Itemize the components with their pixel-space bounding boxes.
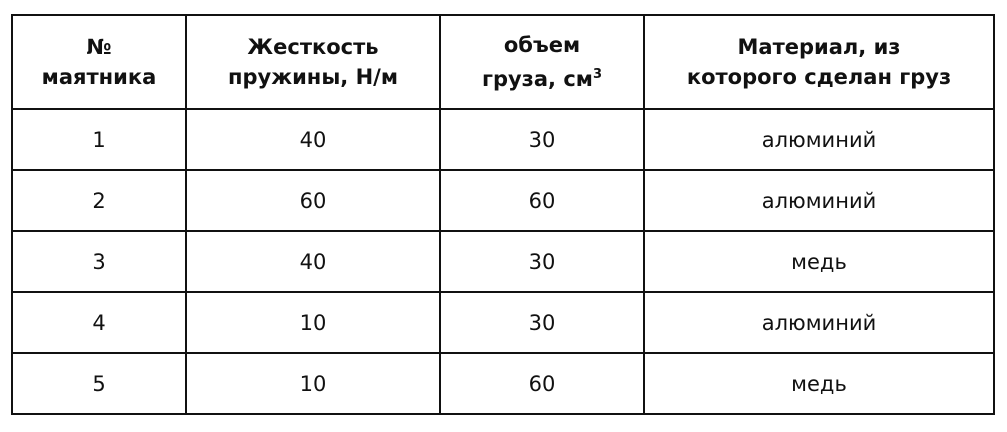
header-material: Материал, из которого сделан груз bbox=[643, 14, 995, 110]
header-text: маятника bbox=[41, 65, 157, 89]
table-cell: 60 bbox=[439, 169, 645, 232]
header-text: груза, см bbox=[481, 67, 593, 91]
header-text: которого сделан груз bbox=[686, 65, 952, 89]
table-cell: 60 bbox=[439, 352, 645, 415]
table-cell: 10 bbox=[185, 291, 441, 354]
table-cell: 1 bbox=[11, 108, 187, 171]
table-cell: алюминий bbox=[643, 169, 995, 232]
table-row: 1 40 30 алюминий bbox=[11, 108, 995, 171]
header-text: объем bbox=[503, 33, 581, 57]
table-cell: медь bbox=[643, 352, 995, 415]
table-row: 5 10 60 медь bbox=[11, 352, 995, 415]
header-text: Жесткость bbox=[247, 35, 379, 59]
table-cell: 40 bbox=[185, 108, 441, 171]
table-cell: 30 bbox=[439, 291, 645, 354]
table-cell: 5 bbox=[11, 352, 187, 415]
superscript: 3 bbox=[592, 67, 602, 82]
table-cell: 2 bbox=[11, 169, 187, 232]
header-spring-stiffness: Жесткость пружины, Н/м bbox=[185, 14, 441, 110]
table-row: 4 10 30 алюминий bbox=[11, 291, 995, 354]
table-cell: алюминий bbox=[643, 108, 995, 171]
table-cell: 10 bbox=[185, 352, 441, 415]
table-cell: 3 bbox=[11, 230, 187, 293]
header-text: № bbox=[86, 35, 112, 59]
table-cell: 4 bbox=[11, 291, 187, 354]
header-text: пружины, Н/м bbox=[227, 65, 399, 89]
table-cell: алюминий bbox=[643, 291, 995, 354]
table-cell: 40 bbox=[185, 230, 441, 293]
pendulum-table: № маятника Жесткость пружины, Н/м объем гру… bbox=[11, 14, 995, 415]
header-pendulum-number: № маятника bbox=[11, 14, 187, 110]
table-cell: медь bbox=[643, 230, 995, 293]
table-row: 2 60 60 алюминий bbox=[11, 169, 995, 232]
table-cell: 30 bbox=[439, 108, 645, 171]
header-row: № маятника Жесткость пружины, Н/м объем гру… bbox=[11, 14, 995, 110]
table-row: 3 40 30 медь bbox=[11, 230, 995, 293]
header-text: Материал, из bbox=[737, 35, 901, 59]
table-cell: 60 bbox=[185, 169, 441, 232]
table-cell: 30 bbox=[439, 230, 645, 293]
header-load-volume: объем груза, см3 bbox=[439, 14, 645, 110]
